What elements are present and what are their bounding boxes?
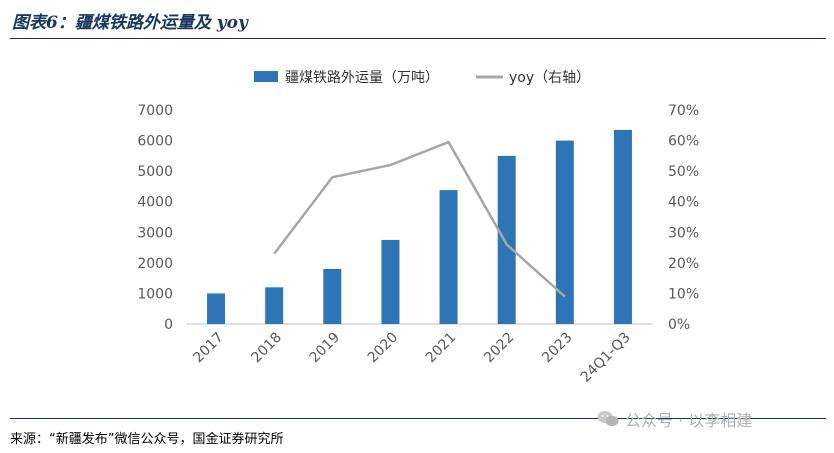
x-tick-label: 2017 [190,330,227,367]
right-tick-label: 40% [668,195,699,211]
watermark-text: 公众号 · 以李相建 [625,411,753,430]
source-note: 来源：“新疆发布”微信公众号，国金证券研究所 [10,432,284,447]
right-tick-label: 0% [668,317,690,333]
x-tick-label: 2018 [249,330,286,367]
right-tick-label: 60% [668,134,699,150]
wechat-icon [597,411,619,427]
left-tick-label: 5000 [137,164,173,180]
x-tick-label: 2019 [307,330,344,367]
bottom-divider [10,418,826,419]
x-tick-label: 2023 [539,330,576,367]
left-axis: 0 1000 2000 3000 4000 5000 6000 7000 [137,103,173,333]
x-tick-label: 24Q1-Q3 [578,330,634,386]
legend: 疆煤铁路外运量（万吨） yoy（右轴） [254,70,590,86]
legend-line-label: yoy（右轴） [509,70,590,86]
x-tick-label: 2021 [423,330,460,367]
left-tick-label: 4000 [137,195,173,211]
page-title: 图表6：疆煤铁路外运量及 yoy [12,13,248,33]
left-tick-label: 1000 [137,286,173,302]
yoy-line [273,140,566,298]
left-tick-label: 7000 [137,103,173,119]
bar [613,129,632,324]
line-series [273,140,566,298]
bar [555,140,574,324]
right-tick-label: 20% [668,256,699,272]
bar-series [207,129,632,324]
top-divider [10,38,826,39]
right-tick-label: 30% [668,225,699,241]
bar [323,268,342,324]
bar [439,190,458,324]
x-tick-label: 2020 [365,330,402,367]
x-tick-label: 2022 [481,330,518,367]
bar [207,293,226,324]
right-tick-label: 70% [668,103,699,119]
bar [381,239,400,324]
bar [497,155,516,324]
left-tick-label: 3000 [137,225,173,241]
bar [265,287,284,324]
legend-bar-label: 疆煤铁路外运量（万吨） [285,70,439,86]
right-axis: 0% 10% 20% 30% 40% 50% 60% 70% [668,103,699,333]
left-tick-label: 2000 [137,256,173,272]
right-tick-label: 50% [668,164,699,180]
chart: 疆煤铁路外运量（万吨） yoy（右轴） 0 1000 2000 3000 4000 500… [137,70,699,386]
left-tick-label: 0 [164,317,173,333]
x-axis-labels: 2017 2018 2019 2020 2021 2022 2023 24Q1-Q3 [190,330,633,386]
watermark: 公众号 · 以李相建 [597,407,752,431]
legend-bar-swatch [254,71,278,82]
left-tick-label: 6000 [137,134,173,150]
right-tick-label: 10% [668,286,699,302]
